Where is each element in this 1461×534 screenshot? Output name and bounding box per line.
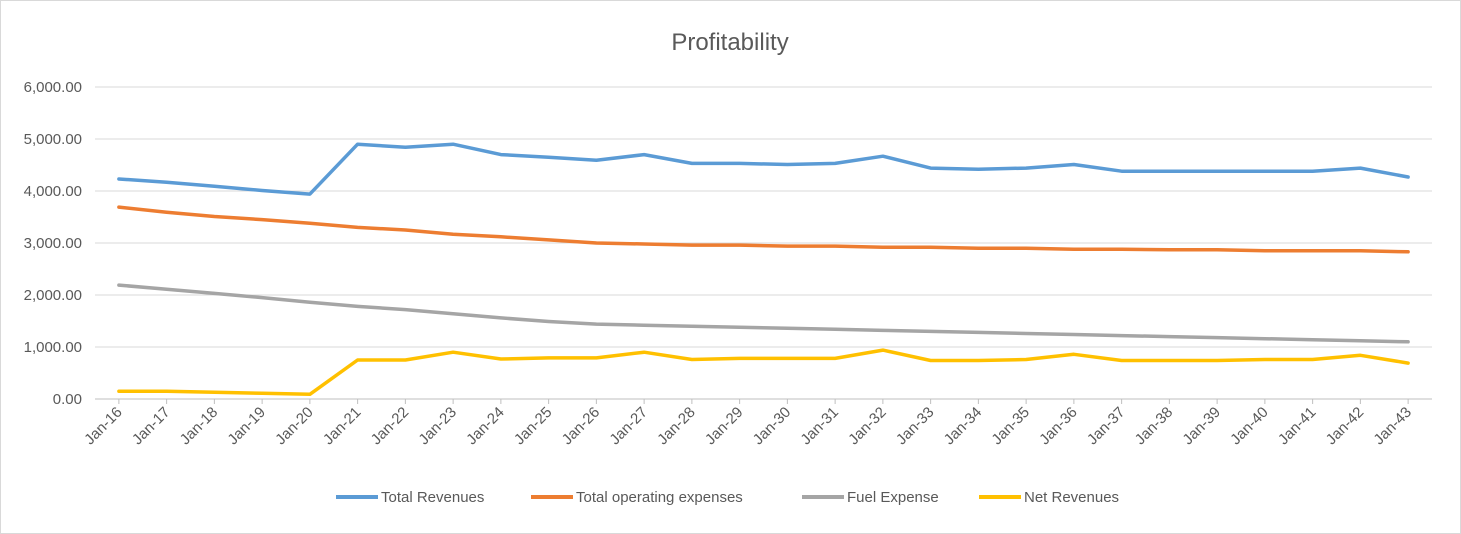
- y-tick-label: 5,000.00: [24, 131, 82, 148]
- x-tick-label: Jan-39: [1179, 404, 1223, 448]
- x-tick-label: Jan-43: [1370, 404, 1414, 448]
- x-tick-label: Jan-34: [941, 404, 985, 448]
- x-tick-label: Jan-25: [511, 404, 555, 448]
- x-tick-label: Jan-22: [368, 404, 412, 448]
- x-tick-label: Jan-40: [1227, 404, 1271, 448]
- legend-label: Net Revenues: [1024, 489, 1119, 506]
- series-line-net-revenues: [117, 348, 1410, 397]
- x-tick-label: Jan-41: [1275, 404, 1319, 448]
- x-tick-label: Jan-28: [654, 404, 698, 448]
- x-tick-label: Jan-21: [320, 404, 364, 448]
- x-tick-label: Jan-37: [1084, 404, 1128, 448]
- x-tick-label: Jan-33: [893, 404, 937, 448]
- y-tick-label: 0.00: [53, 391, 82, 408]
- x-tick-label: Jan-27: [606, 404, 650, 448]
- x-tick-label: Jan-20: [272, 404, 316, 448]
- y-tick-label: 1,000.00: [24, 339, 82, 356]
- x-tick-label: Jan-31: [797, 404, 841, 448]
- x-tick-label: Jan-36: [1036, 404, 1080, 448]
- y-tick-label: 4,000.00: [24, 183, 82, 200]
- legend: Total Revenues Total operating expenses Fu…: [336, 489, 1119, 506]
- series-line-total-operating-expenses: [117, 205, 1410, 254]
- x-tick-label: Jan-19: [224, 404, 268, 448]
- x-tick-label: Jan-18: [177, 404, 221, 448]
- x-tick-label: Jan-26: [559, 404, 603, 448]
- x-tick-label: Jan-24: [463, 404, 507, 448]
- series-line-fuel-expense: [117, 283, 1410, 344]
- legend-label: Total Revenues: [381, 489, 484, 506]
- series-lines: [117, 142, 1410, 397]
- x-tick-label: Jan-32: [845, 404, 889, 448]
- x-tick-label: Jan-23: [415, 404, 459, 448]
- chart-title: Profitability: [671, 29, 788, 56]
- x-tick-label: Jan-38: [1132, 404, 1176, 448]
- y-tick-label: 3,000.00: [24, 235, 82, 252]
- y-tick-label: 6,000.00: [24, 79, 82, 96]
- x-tick-label: Jan-17: [129, 404, 173, 448]
- x-tick-label: Jan-16: [81, 404, 125, 448]
- x-tick-label: Jan-30: [750, 404, 794, 448]
- y-axis-tick-labels: 0.00 1,000.00 2,000.00 3,000.00 4,000.00 5,00…: [24, 79, 82, 408]
- gridlines: [95, 86, 1432, 400]
- series-line-total-revenues: [117, 142, 1410, 196]
- legend-label: Fuel Expense: [847, 489, 939, 506]
- x-tick-label: Jan-42: [1323, 404, 1367, 448]
- x-tick-label: Jan-35: [988, 404, 1032, 448]
- y-tick-label: 2,000.00: [24, 287, 82, 304]
- x-axis-tick-labels: Jan-16 Jan-17 Jan-18 Jan-19 Jan-20 Jan-21 Jan-…: [81, 399, 1415, 448]
- legend-label: Total operating expenses: [576, 489, 743, 506]
- x-tick-label: Jan-29: [702, 404, 746, 448]
